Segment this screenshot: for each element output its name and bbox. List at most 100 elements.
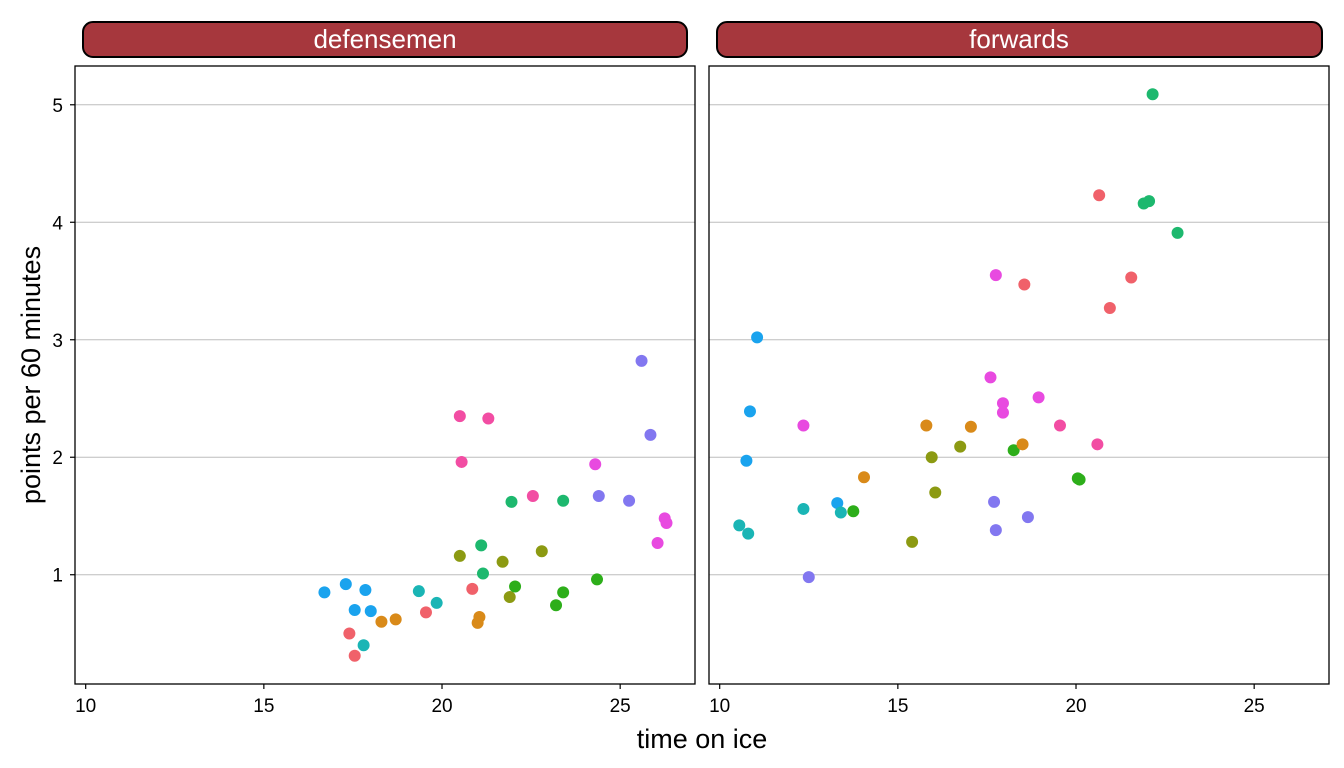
x-tick-label: 25	[610, 696, 631, 717]
strip-defensemen	[82, 21, 688, 58]
data-point	[802, 571, 815, 584]
data-point	[858, 471, 870, 484]
data-point	[496, 555, 509, 568]
data-point	[419, 606, 432, 619]
data-point	[1018, 278, 1031, 291]
data-point	[476, 567, 489, 580]
x-tick-label: 20	[431, 696, 452, 717]
data-point	[526, 490, 539, 503]
data-point	[348, 649, 361, 662]
x-axis-title: time on ice	[637, 724, 768, 754]
data-point	[623, 494, 636, 507]
data-point	[751, 331, 764, 344]
strip-label-defensemen: defensemen	[313, 24, 456, 54]
data-point	[920, 419, 933, 432]
data-point	[984, 371, 997, 384]
data-point	[1073, 473, 1086, 486]
data-point	[797, 419, 810, 432]
x-tick-label: 10	[709, 696, 730, 717]
x-ticks-forwards: 10 15 20 25	[709, 684, 1265, 717]
data-point	[1016, 438, 1029, 451]
grid-lines-defensemen	[75, 104, 695, 576]
data-point	[733, 519, 746, 532]
data-point	[1007, 444, 1020, 457]
panel-border-defensemen	[74, 65, 696, 685]
data-point	[535, 545, 548, 558]
y-tick-label: 3	[52, 331, 63, 352]
strip-label-forwards: forwards	[969, 24, 1069, 54]
data-point	[929, 486, 942, 499]
data-point	[906, 535, 919, 548]
data-point	[644, 428, 657, 441]
y-ticks: 1 2 3 4 5	[52, 96, 75, 587]
x-tick-label: 25	[1244, 696, 1265, 717]
data-point	[482, 412, 495, 425]
data-point	[591, 573, 604, 586]
data-point	[412, 585, 425, 598]
x-tick-label: 15	[253, 696, 274, 717]
data-point	[1053, 419, 1066, 432]
data-point	[557, 494, 570, 507]
data-point	[996, 406, 1009, 419]
x-tick-label: 10	[75, 696, 96, 717]
y-tick-label: 5	[52, 96, 63, 117]
x-tick-label: 15	[887, 696, 908, 717]
panel-defensemen: defensemen 10 15 20 25 1 2 3 4 5	[52, 21, 696, 717]
data-point	[635, 354, 648, 367]
data-point	[359, 584, 372, 597]
data-point	[389, 613, 402, 626]
y-axis-title: points per 60 minutes	[16, 246, 46, 504]
data-point	[550, 599, 563, 612]
data-point	[996, 397, 1009, 410]
data-point	[375, 615, 388, 628]
data-point	[357, 639, 370, 652]
data-point	[1103, 302, 1116, 315]
x-ticks-defensemen: 10 15 20 25	[75, 684, 631, 717]
data-point	[466, 582, 479, 595]
data-point	[1143, 195, 1156, 208]
points-defensemen	[318, 354, 673, 662]
data-point	[1093, 189, 1106, 202]
data-point	[989, 524, 1002, 537]
data-point	[473, 611, 486, 624]
data-point	[343, 627, 356, 640]
data-point	[364, 605, 377, 618]
data-point	[589, 458, 602, 471]
data-point	[925, 451, 938, 464]
x-tick-label: 20	[1065, 696, 1086, 717]
data-point	[557, 586, 570, 599]
data-point	[660, 517, 673, 530]
data-point	[834, 506, 847, 519]
data-point	[651, 537, 664, 550]
data-point	[453, 410, 466, 423]
data-point	[453, 549, 466, 562]
data-point	[954, 440, 967, 453]
data-point	[1032, 391, 1045, 404]
grid-lines-forwards	[709, 104, 1329, 576]
points-forwards	[733, 88, 1184, 584]
data-point	[742, 527, 755, 540]
data-point	[964, 420, 977, 433]
data-point	[592, 490, 605, 503]
data-point	[1125, 271, 1138, 284]
data-point	[339, 578, 352, 591]
data-point	[455, 455, 468, 468]
data-point	[505, 495, 518, 508]
data-point	[1021, 511, 1034, 524]
data-point	[988, 495, 1001, 508]
data-point	[740, 454, 753, 467]
data-point	[831, 497, 844, 510]
data-point	[1146, 88, 1159, 101]
y-tick-label: 4	[52, 213, 63, 234]
data-point	[348, 603, 361, 616]
data-point	[503, 591, 516, 604]
data-point	[430, 596, 443, 609]
y-tick-label: 1	[52, 566, 63, 587]
data-point	[475, 539, 488, 552]
panel-forwards: forwards 10 15 20 25	[708, 21, 1330, 717]
y-tick-label: 2	[52, 448, 63, 469]
data-point	[1171, 226, 1184, 239]
data-point	[989, 269, 1002, 282]
strip-forwards	[716, 21, 1323, 58]
